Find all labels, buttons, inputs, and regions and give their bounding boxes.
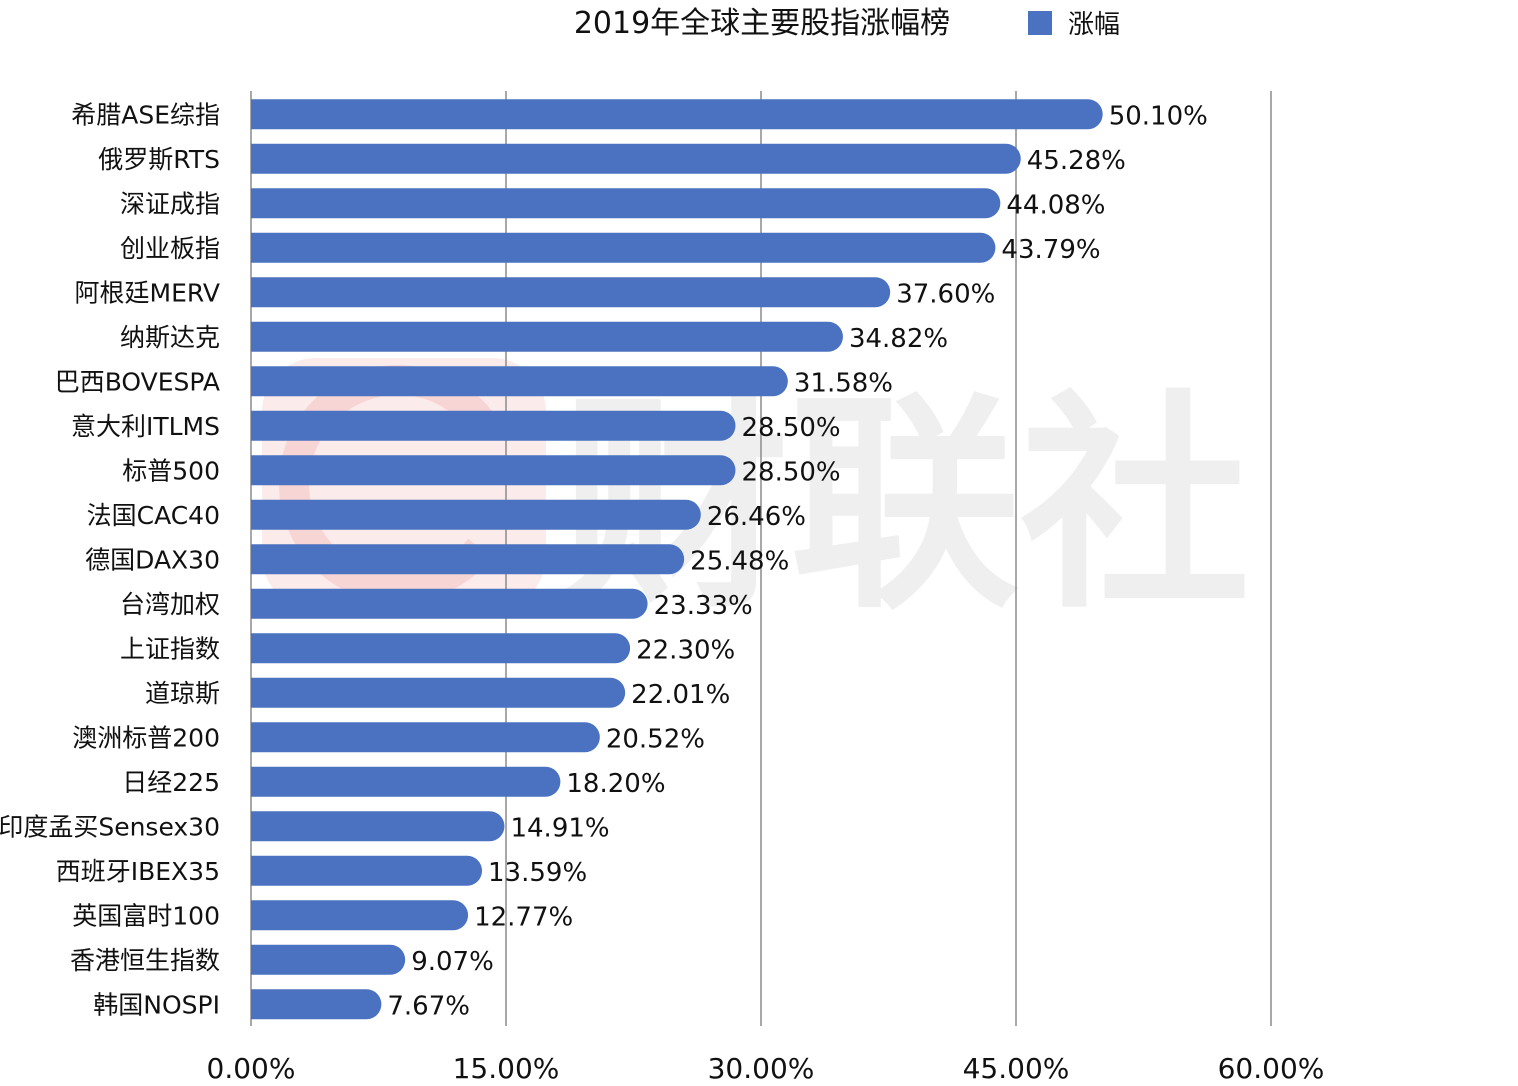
data-label: 22.30% — [636, 635, 735, 665]
data-label: 9.07% — [411, 947, 494, 977]
bar — [251, 277, 891, 308]
data-label: 43.79% — [1001, 235, 1100, 265]
category-label: 阿根廷MERV — [75, 278, 220, 307]
data-label: 25.48% — [690, 546, 789, 576]
category-label: 澳洲标普200 — [72, 723, 220, 752]
data-label: 50.10% — [1109, 101, 1208, 131]
category-label: 日经225 — [122, 768, 220, 797]
data-label: 34.82% — [849, 324, 948, 354]
category-label: 印度孟买Sensex30 — [0, 812, 220, 841]
data-label: 45.28% — [1027, 146, 1126, 176]
legend: 涨幅 — [1028, 10, 1120, 40]
category-label: 道琼斯 — [145, 679, 220, 708]
bar — [251, 499, 701, 530]
bar — [251, 588, 648, 619]
bar — [251, 633, 631, 664]
legend-label: 涨幅 — [1068, 10, 1120, 40]
data-label: 28.50% — [742, 457, 841, 487]
data-label: 13.59% — [488, 858, 587, 888]
data-label: 12.77% — [474, 902, 573, 932]
bar — [251, 722, 600, 753]
chart-title: 2019年全球主要股指涨幅榜 — [574, 6, 950, 41]
category-label: 意大利ITLMS — [71, 412, 220, 441]
bar — [251, 766, 561, 797]
x-tick-labels: 0.00% 15.00% 30.00% 45.00% 60.00% — [207, 1052, 1325, 1085]
x-tick-label: 0.00% — [207, 1052, 296, 1085]
data-label: 31.58% — [794, 368, 893, 398]
category-label: 德国DAX30 — [85, 545, 220, 574]
category-label: 韩国NOSPI — [93, 990, 220, 1019]
data-label: 26.46% — [707, 502, 806, 532]
data-label: 20.52% — [606, 724, 705, 754]
category-label: 法国CAC40 — [87, 501, 220, 530]
data-label: 44.08% — [1006, 190, 1105, 220]
bar — [251, 232, 996, 263]
category-label: 上证指数 — [120, 634, 220, 663]
bar — [251, 410, 736, 441]
data-label: 7.67% — [387, 991, 470, 1021]
bar — [251, 99, 1103, 130]
category-label: 标普500 — [122, 456, 220, 485]
bar — [251, 989, 382, 1020]
bar — [251, 855, 483, 886]
bar — [251, 677, 626, 708]
category-label: 俄罗斯RTS — [98, 145, 220, 174]
data-label: 37.60% — [896, 279, 995, 309]
category-label: 英国富时100 — [72, 901, 220, 930]
category-label: 巴西BOVESPA — [55, 367, 220, 396]
bar — [251, 366, 788, 397]
bar — [251, 811, 505, 842]
data-label: 23.33% — [654, 591, 753, 621]
category-label: 纳斯达克 — [120, 323, 220, 352]
category-label: 西班牙IBEX35 — [56, 857, 220, 886]
bar — [251, 143, 1021, 174]
category-label: 深证成指 — [120, 189, 220, 218]
category-label: 创业板指 — [120, 234, 220, 263]
data-label: 22.01% — [631, 680, 730, 710]
bar — [251, 544, 685, 575]
data-label: 14.91% — [510, 813, 609, 843]
bar — [251, 900, 469, 931]
category-label: 希腊ASE综指 — [71, 100, 220, 129]
bar — [251, 455, 736, 486]
x-tick-label: 30.00% — [708, 1052, 815, 1085]
x-tick-label: 15.00% — [453, 1052, 560, 1085]
bars — [251, 99, 1103, 1020]
legend-swatch — [1028, 11, 1052, 35]
x-tick-label: 60.00% — [1218, 1052, 1325, 1085]
data-label: 28.50% — [742, 413, 841, 443]
category-label: 台湾加权 — [120, 590, 220, 619]
bar — [251, 944, 406, 975]
x-tick-label: 45.00% — [963, 1052, 1070, 1085]
bar — [251, 188, 1001, 219]
category-label: 香港恒生指数 — [70, 946, 220, 975]
value-labels: 50.10% 45.28% 44.08% 43.79%37.60% 34.82% 31.5… — [387, 101, 1207, 1021]
bar — [251, 321, 843, 352]
data-label: 18.20% — [566, 769, 665, 799]
